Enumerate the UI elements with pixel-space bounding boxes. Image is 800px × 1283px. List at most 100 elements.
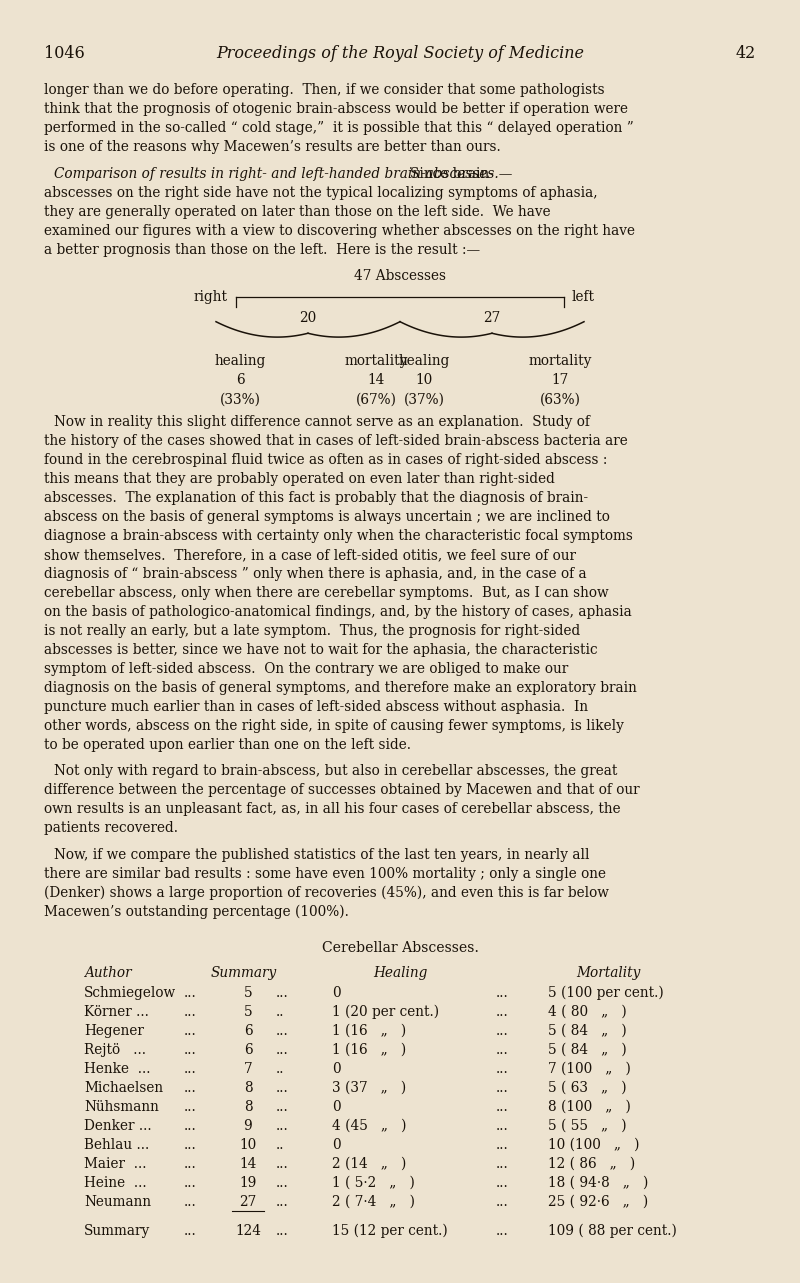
Text: ...: ... xyxy=(184,1024,197,1038)
Text: ..: .. xyxy=(276,1061,285,1075)
Text: Healing: Healing xyxy=(373,966,427,980)
Text: 5 ( 84   „   ): 5 ( 84 „ ) xyxy=(548,1043,626,1057)
Text: 25 ( 92·6   „   ): 25 ( 92·6 „ ) xyxy=(548,1194,648,1209)
Text: ...: ... xyxy=(184,1061,197,1075)
Text: puncture much earlier than in cases of left-sided abscess without asphasia.  In: puncture much earlier than in cases of l… xyxy=(44,701,588,713)
Text: diagnosis on the basis of general symptoms, and therefore make an exploratory br: diagnosis on the basis of general sympto… xyxy=(44,681,637,695)
Text: left: left xyxy=(572,290,595,304)
Text: ...: ... xyxy=(276,1024,289,1038)
Text: abscesses on the right side have not the typical localizing symptoms of aphasia,: abscesses on the right side have not the… xyxy=(44,186,598,200)
Text: is not really an early, but a late symptom.  Thus, the prognosis for right-sided: is not really an early, but a late sympt… xyxy=(44,624,580,638)
Text: ...: ... xyxy=(276,1080,289,1094)
Text: show themselves.  Therefore, in a case of left-sided otitis, we feel sure of our: show themselves. Therefore, in a case of… xyxy=(44,548,576,562)
Text: ...: ... xyxy=(184,1156,197,1170)
Text: patients recovered.: patients recovered. xyxy=(44,821,178,835)
Text: ..: .. xyxy=(276,1005,285,1019)
Text: ...: ... xyxy=(496,1119,509,1133)
Text: other words, abscess on the right side, in spite of causing fewer symptoms, is l: other words, abscess on the right side, … xyxy=(44,718,624,733)
Text: 0: 0 xyxy=(332,985,341,999)
Text: 6: 6 xyxy=(244,1024,252,1038)
Text: 124: 124 xyxy=(235,1224,261,1238)
Text: ...: ... xyxy=(496,1043,509,1057)
Text: (33%): (33%) xyxy=(219,393,261,407)
Text: 17: 17 xyxy=(551,373,569,387)
Text: they are generally operated on later than those on the left side.  We have: they are generally operated on later tha… xyxy=(44,205,550,219)
Text: 19: 19 xyxy=(239,1175,257,1189)
Text: 6: 6 xyxy=(236,373,244,387)
Text: Neumann: Neumann xyxy=(84,1194,151,1209)
Text: 3 (37   „   ): 3 (37 „ ) xyxy=(332,1080,406,1094)
Text: ..: .. xyxy=(276,1138,285,1152)
Text: abscess on the basis of general symptoms is always uncertain ; we are inclined t: abscess on the basis of general symptoms… xyxy=(44,511,610,523)
Text: 18 ( 94·8   „   ): 18 ( 94·8 „ ) xyxy=(548,1175,648,1189)
Text: 9: 9 xyxy=(244,1119,252,1133)
Text: to be operated upon earlier than one on the left side.: to be operated upon earlier than one on … xyxy=(44,738,411,752)
Text: this means that they are probably operated on even later than right-sided: this means that they are probably operat… xyxy=(44,472,555,486)
Text: Author: Author xyxy=(84,966,132,980)
Text: ...: ... xyxy=(184,985,197,999)
Text: ...: ... xyxy=(276,1100,289,1114)
Text: a better prognosis than those on the left.  Here is the result :—: a better prognosis than those on the lef… xyxy=(44,242,480,257)
Text: ...: ... xyxy=(496,1138,509,1152)
Text: 8: 8 xyxy=(244,1100,252,1114)
Text: 2 ( 7·4   „   ): 2 ( 7·4 „ ) xyxy=(332,1194,415,1209)
Text: Macewen’s outstanding percentage (100%).: Macewen’s outstanding percentage (100%). xyxy=(44,905,349,920)
Text: Since brain-: Since brain- xyxy=(410,167,494,181)
Text: ...: ... xyxy=(184,1100,197,1114)
Text: ...: ... xyxy=(276,985,289,999)
Text: Comparison of results in right- and left-handed brain-abscesses.—: Comparison of results in right- and left… xyxy=(54,167,513,181)
Text: Proceedings of the Royal Society of Medicine: Proceedings of the Royal Society of Medi… xyxy=(216,45,584,62)
Text: Mortality: Mortality xyxy=(576,966,640,980)
Text: (67%): (67%) xyxy=(355,393,397,407)
Text: 15 (12 per cent.): 15 (12 per cent.) xyxy=(332,1224,448,1238)
Text: ...: ... xyxy=(496,1194,509,1209)
Text: on the basis of pathologico-anatomical findings, and, by the history of cases, a: on the basis of pathologico-anatomical f… xyxy=(44,606,632,618)
Text: 109 ( 88 per cent.): 109 ( 88 per cent.) xyxy=(548,1224,677,1238)
Text: ...: ... xyxy=(496,1080,509,1094)
Text: ...: ... xyxy=(496,1156,509,1170)
Text: Schmiegelow: Schmiegelow xyxy=(84,985,176,999)
Text: diagnosis of “ brain-abscess ” only when there is aphasia, and, in the case of a: diagnosis of “ brain-abscess ” only when… xyxy=(44,567,586,581)
Text: healing: healing xyxy=(398,354,450,368)
Text: abscesses is better, since we have not to wait for the aphasia, the characterist: abscesses is better, since we have not t… xyxy=(44,643,598,657)
Text: ...: ... xyxy=(184,1194,197,1209)
Text: Körner ...: Körner ... xyxy=(84,1005,149,1019)
Text: 5 ( 84   „   ): 5 ( 84 „ ) xyxy=(548,1024,626,1038)
Text: ...: ... xyxy=(276,1156,289,1170)
Text: longer than we do before operating.  Then, if we consider that some pathologists: longer than we do before operating. Then… xyxy=(44,83,605,98)
Text: there are similar bad results : some have even 100% mortality ; only a single on: there are similar bad results : some hav… xyxy=(44,867,606,881)
Text: Nühsmann: Nühsmann xyxy=(84,1100,159,1114)
Text: 10: 10 xyxy=(239,1138,257,1152)
Text: healing: healing xyxy=(214,354,266,368)
Text: ...: ... xyxy=(496,1061,509,1075)
Text: 5 (100 per cent.): 5 (100 per cent.) xyxy=(548,985,664,999)
Text: ...: ... xyxy=(276,1119,289,1133)
Text: cerebellar abscess, only when there are cerebellar symptoms.  But, as I can show: cerebellar abscess, only when there are … xyxy=(44,586,609,600)
Text: 1046: 1046 xyxy=(44,45,85,62)
Text: 10: 10 xyxy=(415,373,433,387)
Text: ...: ... xyxy=(496,1100,509,1114)
Text: 27: 27 xyxy=(483,312,501,326)
Text: ...: ... xyxy=(276,1175,289,1189)
Text: 2 (14   „   ): 2 (14 „ ) xyxy=(332,1156,406,1170)
Text: Michaelsen: Michaelsen xyxy=(84,1080,163,1094)
Text: 4 (45   „   ): 4 (45 „ ) xyxy=(332,1119,406,1133)
Text: 12 ( 86   „   ): 12 ( 86 „ ) xyxy=(548,1156,635,1170)
Text: 1 (16   „   ): 1 (16 „ ) xyxy=(332,1043,406,1057)
Text: 5 ( 63   „   ): 5 ( 63 „ ) xyxy=(548,1080,626,1094)
Text: 0: 0 xyxy=(332,1100,341,1114)
Text: right: right xyxy=(194,290,228,304)
Text: found in the cerebrospinal fluid twice as often as in cases of right-sided absce: found in the cerebrospinal fluid twice a… xyxy=(44,453,607,467)
Text: Not only with regard to brain-abscess, but also in cerebellar abscesses, the gre: Not only with regard to brain-abscess, b… xyxy=(54,765,618,779)
Text: the history of the cases showed that in cases of left-sided brain-abscess bacter: the history of the cases showed that in … xyxy=(44,434,628,448)
Text: 5: 5 xyxy=(244,1005,252,1019)
Text: ...: ... xyxy=(496,1175,509,1189)
Text: performed in the so-called “ cold stage,”  it is possible that this “ delayed op: performed in the so-called “ cold stage,… xyxy=(44,122,634,136)
Text: 1 ( 5·2   „   ): 1 ( 5·2 „ ) xyxy=(332,1175,415,1189)
Text: Hegener: Hegener xyxy=(84,1024,144,1038)
Text: (37%): (37%) xyxy=(403,393,445,407)
Text: ...: ... xyxy=(496,985,509,999)
Text: Summary: Summary xyxy=(211,966,277,980)
Text: 10 (100   „   ): 10 (100 „ ) xyxy=(548,1138,639,1152)
Text: diagnose a brain-abscess with certainty only when the characteristic focal sympt: diagnose a brain-abscess with certainty … xyxy=(44,529,633,543)
